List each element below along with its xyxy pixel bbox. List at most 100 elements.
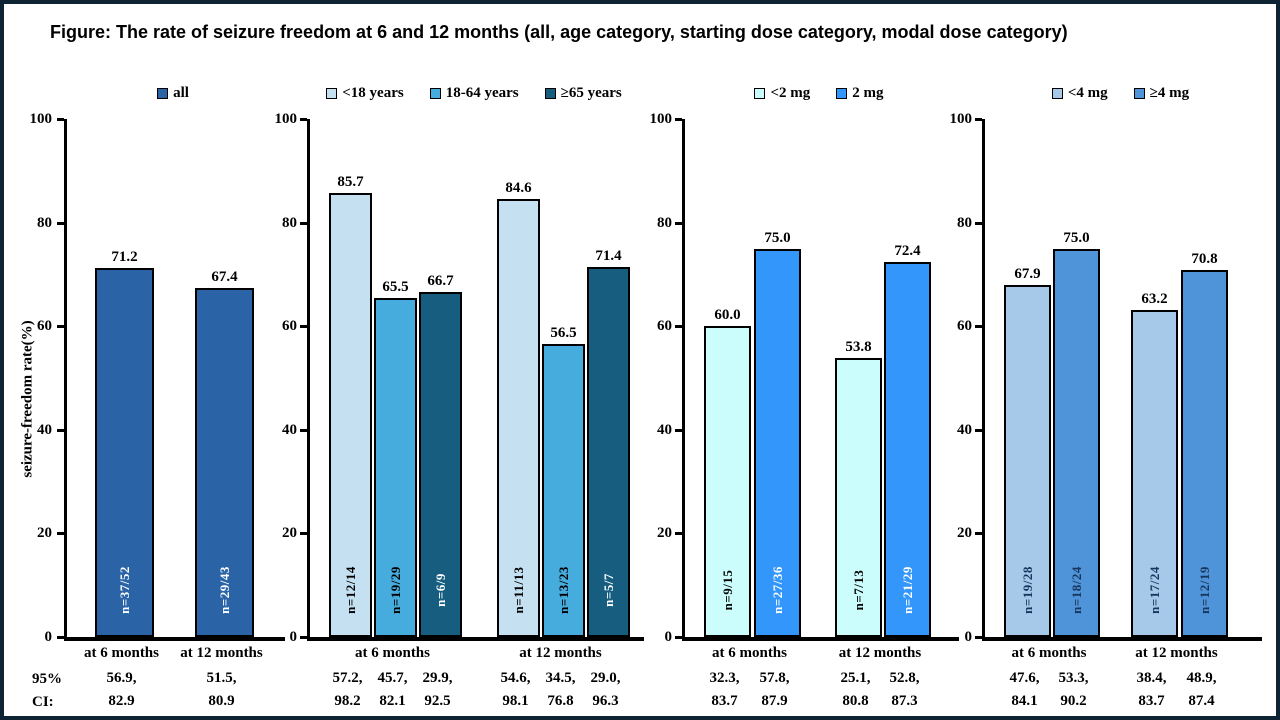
legend: <4 mg ≥4 mg	[982, 84, 1259, 102]
bar-value-label: 75.0	[1060, 229, 1093, 247]
ci-low: 48.9,	[1186, 670, 1217, 686]
y-axis-tick-label: 100	[29, 111, 53, 127]
bar: 67.9 n=19/28	[1004, 266, 1051, 637]
ci-low: 29.9,	[422, 670, 453, 686]
figure-title: Figure: The rate of seizure freedom at 6…	[50, 22, 1068, 42]
y-axis-tick	[300, 428, 307, 432]
ci-high: 83.7	[1138, 693, 1165, 709]
bar: 56.5 n=13/23	[542, 325, 585, 637]
ci-high: 98.1	[502, 693, 529, 709]
bar-n-label: n=18/24	[1068, 566, 1084, 614]
bar-value-label: 53.8	[842, 339, 875, 357]
y-axis-tick-label: 0	[964, 629, 973, 645]
ci-high: 82.1	[379, 693, 406, 709]
ci-low: 53.3,	[1058, 670, 1089, 686]
y-axis-tick	[300, 221, 307, 225]
ci-high: 98.2	[334, 693, 361, 709]
y-axis-tick	[975, 532, 982, 536]
bar: 65.5 n=19/29	[374, 278, 417, 637]
x-axis-category-label: at 6 months	[354, 645, 430, 661]
y-axis-tick	[975, 325, 982, 329]
y-axis-tick-label: 60	[957, 318, 972, 335]
legend-item: 2 mg	[836, 84, 884, 102]
y-axis-tick	[300, 532, 307, 536]
ci-high: 83.7	[711, 693, 738, 709]
ci-values: 57.2, 98.2	[313, 667, 383, 713]
ci-low: 52.8,	[889, 670, 920, 686]
ci-values: 38.4, 83.7	[1117, 667, 1187, 713]
y-axis-tick	[675, 221, 682, 225]
bar-value-label: 67.9	[1011, 266, 1044, 284]
legend: <2 mg 2 mg	[682, 84, 956, 102]
legend-item: <18 years	[326, 84, 404, 102]
ci-high: 84.1	[1011, 693, 1038, 709]
bar: 63.2 n=17/24	[1131, 290, 1178, 637]
y-axis-tick-label: 0	[289, 629, 298, 645]
ci-row-header-line1: 95%	[32, 671, 62, 687]
y-axis-tick	[675, 118, 682, 121]
legend-item: ≥65 years	[544, 85, 622, 102]
ci-values: 32.3, 83.7	[690, 667, 760, 713]
bar: 72.4 n=21/29	[884, 242, 931, 637]
y-axis-tick	[675, 325, 682, 329]
legend: <18 years 18-64 years ≥65 years	[307, 84, 641, 102]
legend-swatch-icon	[429, 87, 441, 99]
legend-label: 2 mg	[852, 84, 884, 101]
x-axis-category-label: at 12 months	[519, 645, 602, 661]
bar-value-label: 67.4	[208, 268, 241, 286]
bar: 66.7 n=6/9	[419, 272, 462, 637]
bar: 75.0 n=18/24	[1053, 229, 1100, 637]
legend-item: all	[157, 85, 189, 102]
ci-low: 57.2,	[332, 670, 363, 686]
y-axis-tick	[975, 118, 982, 121]
x-axis-category-label: at 6 months	[711, 645, 787, 661]
y-axis-tick-label: 100	[949, 111, 973, 127]
ci-values: 25.1, 80.8	[821, 667, 891, 713]
y-axis-tick	[675, 532, 682, 536]
y-axis-tick	[300, 325, 307, 329]
legend-item: 18-64 years	[429, 85, 519, 102]
y-axis-tick-label: 20	[657, 525, 672, 542]
ci-values: 48.9, 87.4	[1167, 667, 1237, 713]
plot-area: 71.2 n=37/52 67.4 n=29/43	[64, 119, 285, 641]
y-axis-tick-label: 40	[657, 421, 672, 438]
x-axis-category-label: at 12 months	[180, 645, 263, 661]
y-axis-tick	[300, 118, 307, 121]
y-axis-tick	[57, 428, 64, 432]
legend-label: <18 years	[342, 84, 404, 101]
legend-item: ≥4 mg	[1133, 85, 1189, 102]
bar-value-label: 85.7	[334, 174, 367, 192]
ci-high: 87.4	[1188, 693, 1215, 709]
plot-area: 67.9 n=19/28 75.0 n=18/24 63.2 n=17/24 70.8 n=1…	[982, 119, 1262, 641]
bar-value-label: 66.7	[424, 272, 457, 290]
bar-value-label: 60.0	[711, 307, 744, 325]
bar-n-label: n=19/28	[1019, 566, 1035, 614]
bar-value-label: 65.5	[379, 278, 412, 296]
ci-low: 47.6,	[1009, 670, 1040, 686]
y-axis-tick-label: 80	[37, 214, 52, 231]
plot-area: 85.7 n=12/14 65.5 n=19/29 66.7 n=6/9 84.6 n=11/…	[307, 119, 644, 641]
y-axis-tick-label: 20	[37, 525, 52, 542]
bar: 75.0 n=27/36	[754, 229, 801, 637]
y-axis-tick	[57, 636, 64, 639]
ci-high: 90.2	[1060, 693, 1087, 709]
ci-low: 25.1,	[840, 670, 871, 686]
ci-low: 38.4,	[1136, 670, 1167, 686]
bar: 67.4 n=29/43	[195, 268, 254, 637]
ci-low: 45.7,	[377, 670, 408, 686]
bar: 84.6 n=11/13	[497, 179, 540, 637]
ci-values: 53.3, 90.2	[1039, 667, 1109, 713]
x-axis-category-label: at 12 months	[1135, 645, 1218, 661]
x-axis-category-label: at 12 months	[838, 645, 922, 661]
bar-value-label: 63.2	[1138, 290, 1171, 308]
ci-high: 87.9	[761, 693, 788, 709]
bar-value-label: 56.5	[547, 325, 580, 343]
bar-value-label: 72.4	[891, 242, 924, 260]
ci-values: 54.6, 98.1	[481, 667, 551, 713]
bar-n-label: n=12/19	[1196, 566, 1212, 614]
legend-swatch-icon	[544, 87, 556, 99]
ci-low: 56.9,	[106, 670, 137, 686]
bar-value-label: 75.0	[761, 229, 794, 247]
legend-swatch-icon	[1051, 87, 1063, 99]
